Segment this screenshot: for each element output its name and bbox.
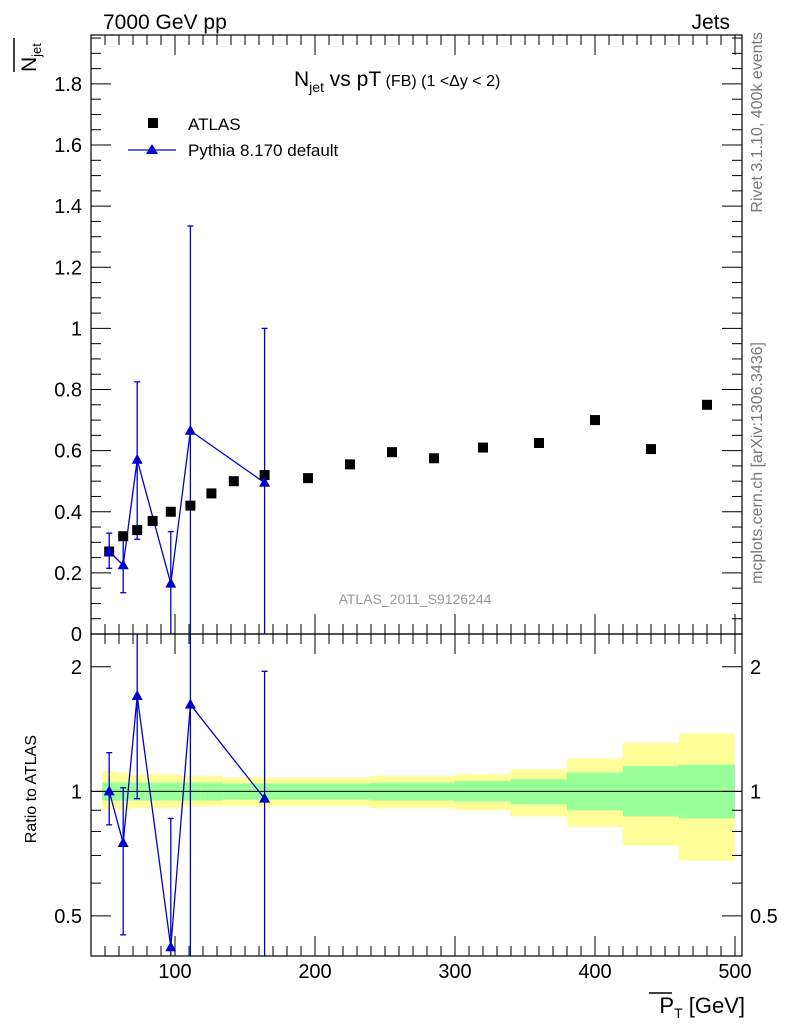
main-title-rest: vs pT [324, 68, 381, 91]
pythia-point [259, 476, 271, 487]
main-ytick-label: 0.8 [54, 380, 82, 402]
main-ylabel-main: N [18, 57, 41, 72]
atlas-point [228, 476, 239, 487]
atlas-point [590, 415, 600, 426]
atlas-point [303, 473, 313, 484]
main-ytick-label: 1 [71, 318, 82, 340]
atlas-point [345, 459, 355, 470]
main-ytick-labels: 0 0.2 0.4 0.6 0.8 1 1.2 1.4 1.6 1.8 [54, 74, 82, 646]
pythia-point [131, 453, 143, 464]
ratio-ytick-label-right: 1 [750, 781, 761, 803]
x-tick-label: 100 [158, 961, 191, 983]
ratio-panel: 0.5 0.5 1 1 2 2 Ratio to ATLAS [23, 633, 778, 957]
ratio-ylabel: Ratio to ATLAS [23, 735, 40, 843]
pythia-point [117, 559, 129, 570]
main-ylabel: Njet [13, 38, 44, 72]
main-title-main: N [294, 68, 309, 91]
ratio-ytick-label-left: 0.5 [54, 906, 82, 928]
atlas-point [206, 488, 217, 499]
side-text-top: Rivet 3.1.10, 400k events [749, 32, 766, 213]
main-ytick-label: 1.6 [54, 135, 82, 157]
atlas-point [646, 444, 656, 455]
main-ytick-label: 0.4 [54, 502, 82, 524]
header-left: 7000 GeV pp [103, 11, 227, 34]
atlas-point [147, 515, 158, 526]
legend-atlas-marker [148, 118, 158, 128]
ratio-point [259, 792, 271, 803]
ratio-point [184, 698, 196, 709]
atlas-point [185, 500, 196, 511]
atlas-point [702, 399, 712, 410]
main-ylabel-sub: jet [29, 43, 44, 58]
pythia-point [184, 424, 196, 435]
atlas-point [118, 531, 129, 542]
atlas-point [478, 442, 488, 453]
atlas-point [429, 453, 439, 464]
ratio-point [103, 785, 115, 796]
main-ticks [91, 35, 742, 635]
main-title-small: (FB) (1 <Δy < 2) [381, 73, 500, 90]
atlas-point [259, 470, 270, 481]
atlas-point [165, 506, 176, 517]
pythia-point [165, 577, 177, 588]
ratio-ticks [91, 634, 742, 957]
ratio-line [108, 695, 266, 948]
main-marks [103, 225, 712, 634]
analysis-label: ATLAS_2011_S9126244 [339, 591, 492, 607]
x-tick-labels: 100 200 300 400 500 [158, 961, 751, 983]
ratio-point [131, 689, 143, 700]
atlas-point [132, 525, 143, 536]
main-ytick-label: 1.2 [54, 257, 82, 279]
ratio-marks [103, 634, 271, 956]
main-ytick-label: 0.2 [54, 563, 82, 585]
ratio-ytick-label-left: 2 [71, 657, 82, 679]
main-ylabel-text: Njet [18, 43, 44, 72]
atlas-point [387, 447, 397, 458]
x-axis-label-main: P [659, 993, 674, 1018]
x-axis-label-sub: T [674, 1005, 683, 1021]
ratio-ytick-labels: 0.5 0.5 1 1 2 2 [54, 657, 778, 928]
x-axis-label-text: PT [GeV] [659, 993, 745, 1021]
ratio-ytick-label-right: 0.5 [750, 906, 778, 928]
ratio-bands [102, 733, 735, 861]
x-axis-label-unit: [GeV] [683, 993, 745, 1018]
main-title-sub: jet [308, 79, 324, 95]
x-tick-label: 500 [718, 961, 751, 983]
x-tick-label: 400 [578, 961, 611, 983]
main-title: Njet vs pT (FB) (1 <Δy < 2) [294, 68, 500, 95]
atlas-point [534, 437, 544, 448]
x-axis-label: PT [GeV] [649, 992, 745, 1021]
main-panel: 0 0.2 0.4 0.6 0.8 1 1.2 1.4 1.6 1.8 Njet vs pT (F… [13, 34, 743, 646]
side-text-bottom: mcplots.cern.ch [arXiv:1306.3436] [749, 342, 766, 584]
ratio-frame [90, 633, 743, 957]
ratio-point [117, 837, 129, 848]
ratio-ytick-label-right: 2 [750, 657, 761, 679]
header-right: Jets [691, 11, 730, 34]
legend: ATLAS Pythia 8.170 default [128, 115, 339, 160]
x-tick-label: 300 [438, 961, 471, 983]
ratio-ytick-label-left: 1 [71, 781, 82, 803]
legend-pythia-label: Pythia 8.170 default [188, 141, 339, 160]
main-ytick-label: 1.8 [54, 74, 82, 96]
main-ytick-label: 1.4 [54, 196, 82, 218]
pythia-point [103, 545, 115, 556]
main-ytick-label: 0 [71, 624, 82, 646]
ratio-point [165, 941, 177, 952]
legend-pythia-marker [146, 144, 158, 154]
legend-atlas-label: ATLAS [188, 115, 241, 134]
main-ytick-label: 0.6 [54, 441, 82, 463]
x-tick-label: 200 [298, 961, 331, 983]
